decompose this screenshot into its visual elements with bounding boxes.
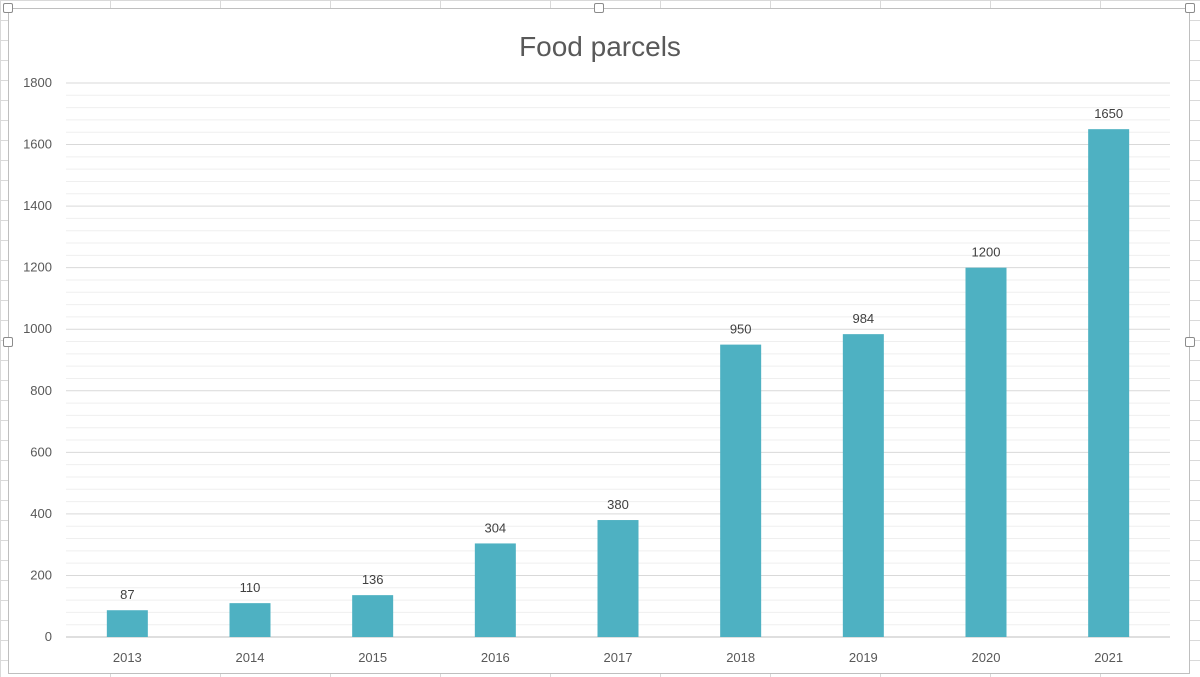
resize-handle-top[interactable] xyxy=(594,3,604,13)
x-tick-label: 2018 xyxy=(726,650,755,665)
y-tick-label: 200 xyxy=(30,567,52,582)
y-tick-label: 1400 xyxy=(23,198,52,213)
y-tick-label: 1600 xyxy=(23,137,52,152)
x-tick-label: 2020 xyxy=(972,650,1001,665)
x-tick-label: 2019 xyxy=(849,650,878,665)
resize-handle-left[interactable] xyxy=(3,337,13,347)
resize-handle-top-left[interactable] xyxy=(3,3,13,13)
bar-2017 xyxy=(597,520,639,637)
data-label-2013: 87 xyxy=(120,587,134,602)
y-tick-label: 0 xyxy=(45,629,52,644)
bar-2018 xyxy=(720,344,762,637)
data-label-2021: 1650 xyxy=(1094,106,1123,121)
y-tick-label: 600 xyxy=(30,444,52,459)
data-label-2015: 136 xyxy=(362,572,384,587)
data-label-2018: 950 xyxy=(730,322,752,337)
resize-handle-right[interactable] xyxy=(1185,337,1195,347)
y-tick-label: 800 xyxy=(30,383,52,398)
x-tick-label: 2013 xyxy=(113,650,142,665)
bar-2019 xyxy=(842,334,884,637)
chart-title: Food parcels xyxy=(519,31,681,62)
bar-2016 xyxy=(474,543,516,637)
data-label-2019: 984 xyxy=(852,311,874,326)
x-tick-label: 2021 xyxy=(1094,650,1123,665)
x-tick-label: 2014 xyxy=(236,650,265,665)
y-tick-label: 1800 xyxy=(23,75,52,90)
bar-2015 xyxy=(352,595,394,637)
x-tick-label: 2016 xyxy=(481,650,510,665)
resize-handle-top-right[interactable] xyxy=(1185,3,1195,13)
data-label-2017: 380 xyxy=(607,497,629,512)
y-tick-label: 400 xyxy=(30,506,52,521)
data-label-2016: 304 xyxy=(484,520,506,535)
x-tick-label: 2015 xyxy=(358,650,387,665)
bar-2014 xyxy=(229,603,271,637)
bar-2013 xyxy=(106,610,148,637)
x-tick-label: 2017 xyxy=(604,650,633,665)
y-tick-label: 1200 xyxy=(23,260,52,275)
bar-2021 xyxy=(1088,129,1130,637)
data-label-2014: 110 xyxy=(240,580,261,595)
data-label-2020: 1200 xyxy=(972,245,1001,260)
bar-2020 xyxy=(965,267,1007,637)
y-tick-label: 1000 xyxy=(23,321,52,336)
